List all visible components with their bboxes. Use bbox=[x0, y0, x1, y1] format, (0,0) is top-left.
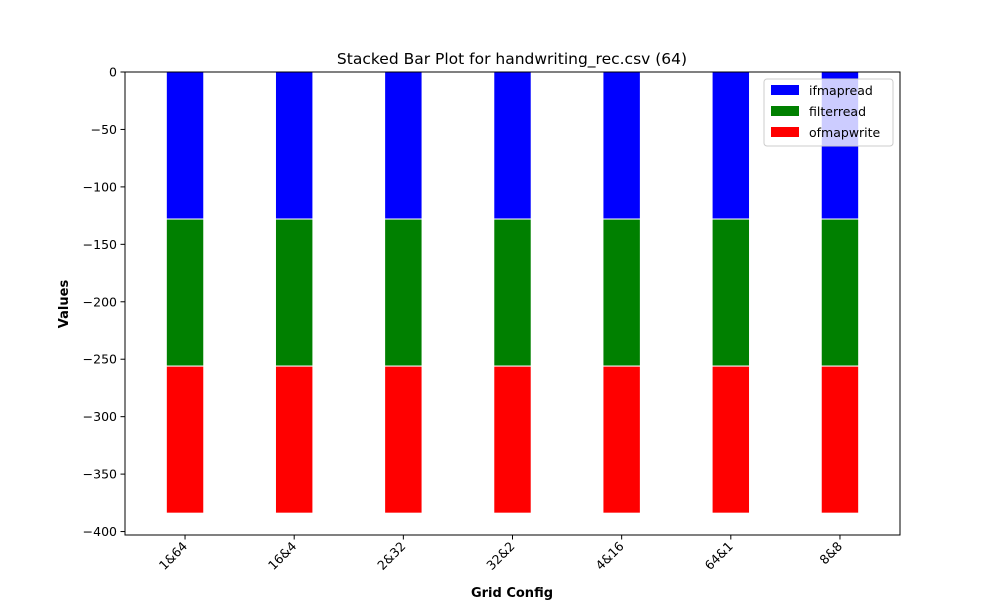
y-tick-label: −150 bbox=[83, 237, 117, 252]
y-tick-label: 0 bbox=[109, 65, 117, 80]
y-tick-label: −350 bbox=[83, 467, 117, 482]
legend-swatch-ofmapwrite bbox=[771, 127, 799, 137]
y-tick-label: −400 bbox=[83, 524, 117, 539]
bar-filterread-4 bbox=[494, 219, 531, 366]
bar-ofmapwrite-7 bbox=[821, 366, 858, 513]
bar-ifmapread-5 bbox=[603, 72, 640, 219]
bar-filterread-2 bbox=[275, 219, 312, 366]
bar-ifmapread-6 bbox=[712, 72, 749, 219]
y-tick-label: −100 bbox=[83, 179, 117, 194]
bar-ofmapwrite-4 bbox=[494, 366, 531, 513]
bar-ofmapwrite-3 bbox=[385, 366, 422, 513]
y-tick-label: −250 bbox=[83, 352, 117, 367]
bar-ifmapread-1 bbox=[166, 72, 203, 219]
bar-ofmapwrite-5 bbox=[603, 366, 640, 513]
bar-filterread-6 bbox=[712, 219, 749, 366]
bar-ofmapwrite-2 bbox=[275, 366, 312, 513]
bar-ifmapread-4 bbox=[494, 72, 531, 219]
legend-label-ofmapwrite: ofmapwrite bbox=[809, 125, 881, 140]
legend-swatch-filterread bbox=[771, 106, 799, 116]
bar-ofmapwrite-6 bbox=[712, 366, 749, 513]
legend: ifmapread filterread ofmapwrite bbox=[764, 79, 893, 146]
legend-label-ifmapread: ifmapread bbox=[809, 83, 873, 98]
bar-filterread-3 bbox=[385, 219, 422, 366]
bar-filterread-1 bbox=[166, 219, 203, 366]
y-tick-label: −50 bbox=[91, 122, 117, 137]
x-axis-label: Grid Config bbox=[471, 586, 553, 600]
chart-title: Stacked Bar Plot for handwriting_rec.csv… bbox=[337, 50, 687, 69]
bar-filterread-5 bbox=[603, 219, 640, 366]
legend-label-filterread: filterread bbox=[809, 104, 866, 119]
y-tick-label: −300 bbox=[83, 409, 117, 424]
bar-ifmapread-2 bbox=[275, 72, 312, 219]
y-axis-label: Values bbox=[57, 280, 72, 329]
y-tick-label: −200 bbox=[83, 294, 117, 309]
bar-ifmapread-3 bbox=[385, 72, 422, 219]
bar-ofmapwrite-1 bbox=[166, 366, 203, 513]
bar-filterread-7 bbox=[821, 219, 858, 366]
legend-swatch-ifmapread bbox=[771, 85, 799, 95]
